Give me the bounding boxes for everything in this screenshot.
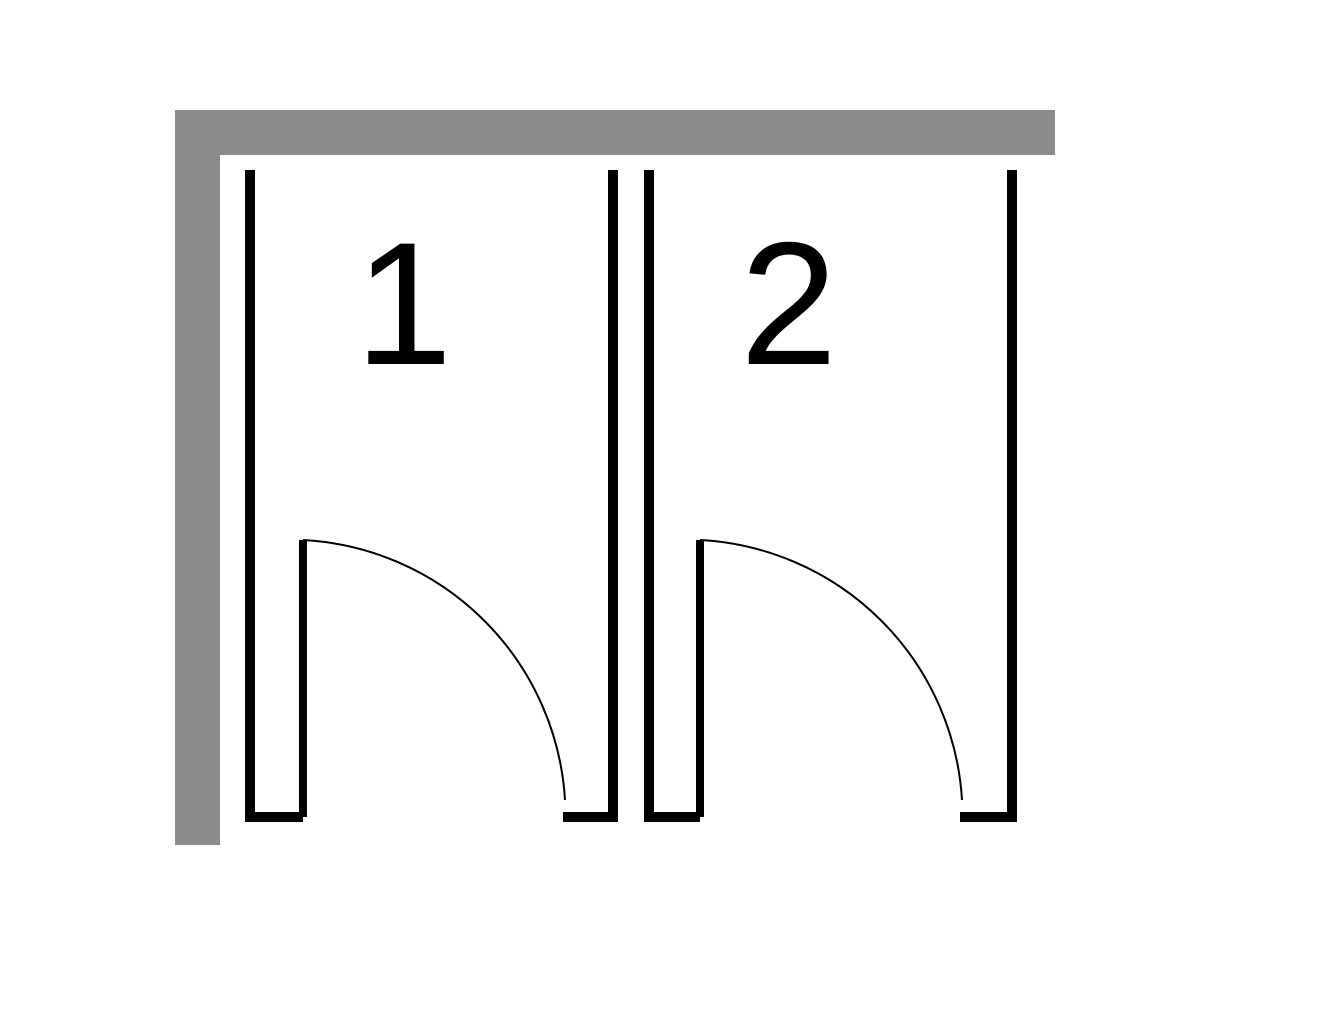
floorplan-svg [0, 0, 1325, 1024]
stall-label-2: 2 [740, 217, 837, 392]
wall-top [175, 110, 1055, 155]
stall-label-1: 1 [355, 217, 452, 392]
wall-left [175, 110, 220, 845]
floorplan-diagram: 12 [0, 0, 1325, 1024]
